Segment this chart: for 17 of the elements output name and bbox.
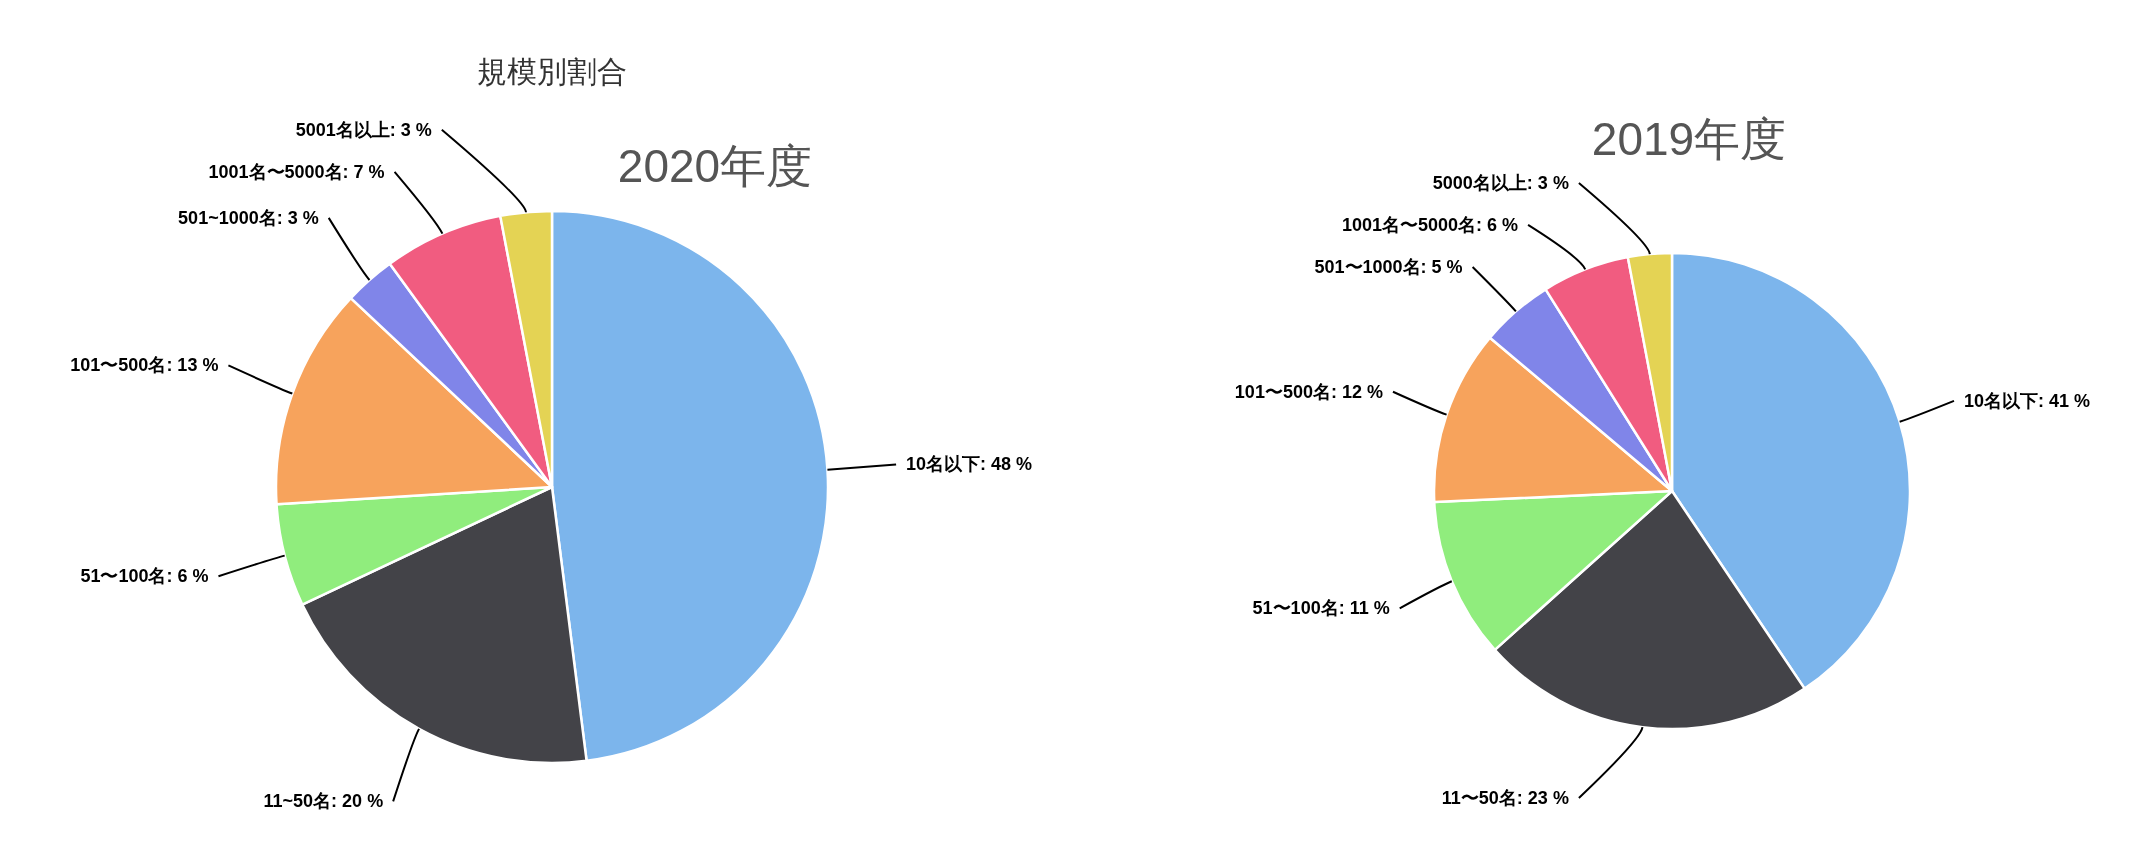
chart-title: 規模別割合 [477,55,627,88]
slice-label: 51〜100名: 11 % [1252,598,1390,619]
slice-label: 501〜1000名: 5 % [1314,256,1463,277]
chart-title: 2019年度 [1591,113,1787,165]
chart-subtitle: 2020年度 [617,140,813,192]
slice-label: 11~50名: 20 % [263,791,384,812]
slice-label: 5001名以上: 3 % [295,119,432,140]
slice-label: 5000名以上: 3 % [1432,172,1569,193]
slice-label: 101〜500名: 13 % [70,355,219,376]
slice-label: 501~1000名: 3 % [178,207,319,228]
slice-label: 10名以下: 41 % [1963,390,2091,411]
slice-label: 1001名〜5000名: 7 % [208,161,385,182]
slice-label: 11〜50名: 23 % [1441,788,1569,809]
slice-label: 51〜100名: 6 % [80,566,209,587]
slice-label: 10名以下: 48 % [906,454,1033,475]
slice-label: 1001名〜5000名: 6 % [1341,214,1519,235]
slice-label: 101〜500名: 12 % [1234,381,1383,402]
